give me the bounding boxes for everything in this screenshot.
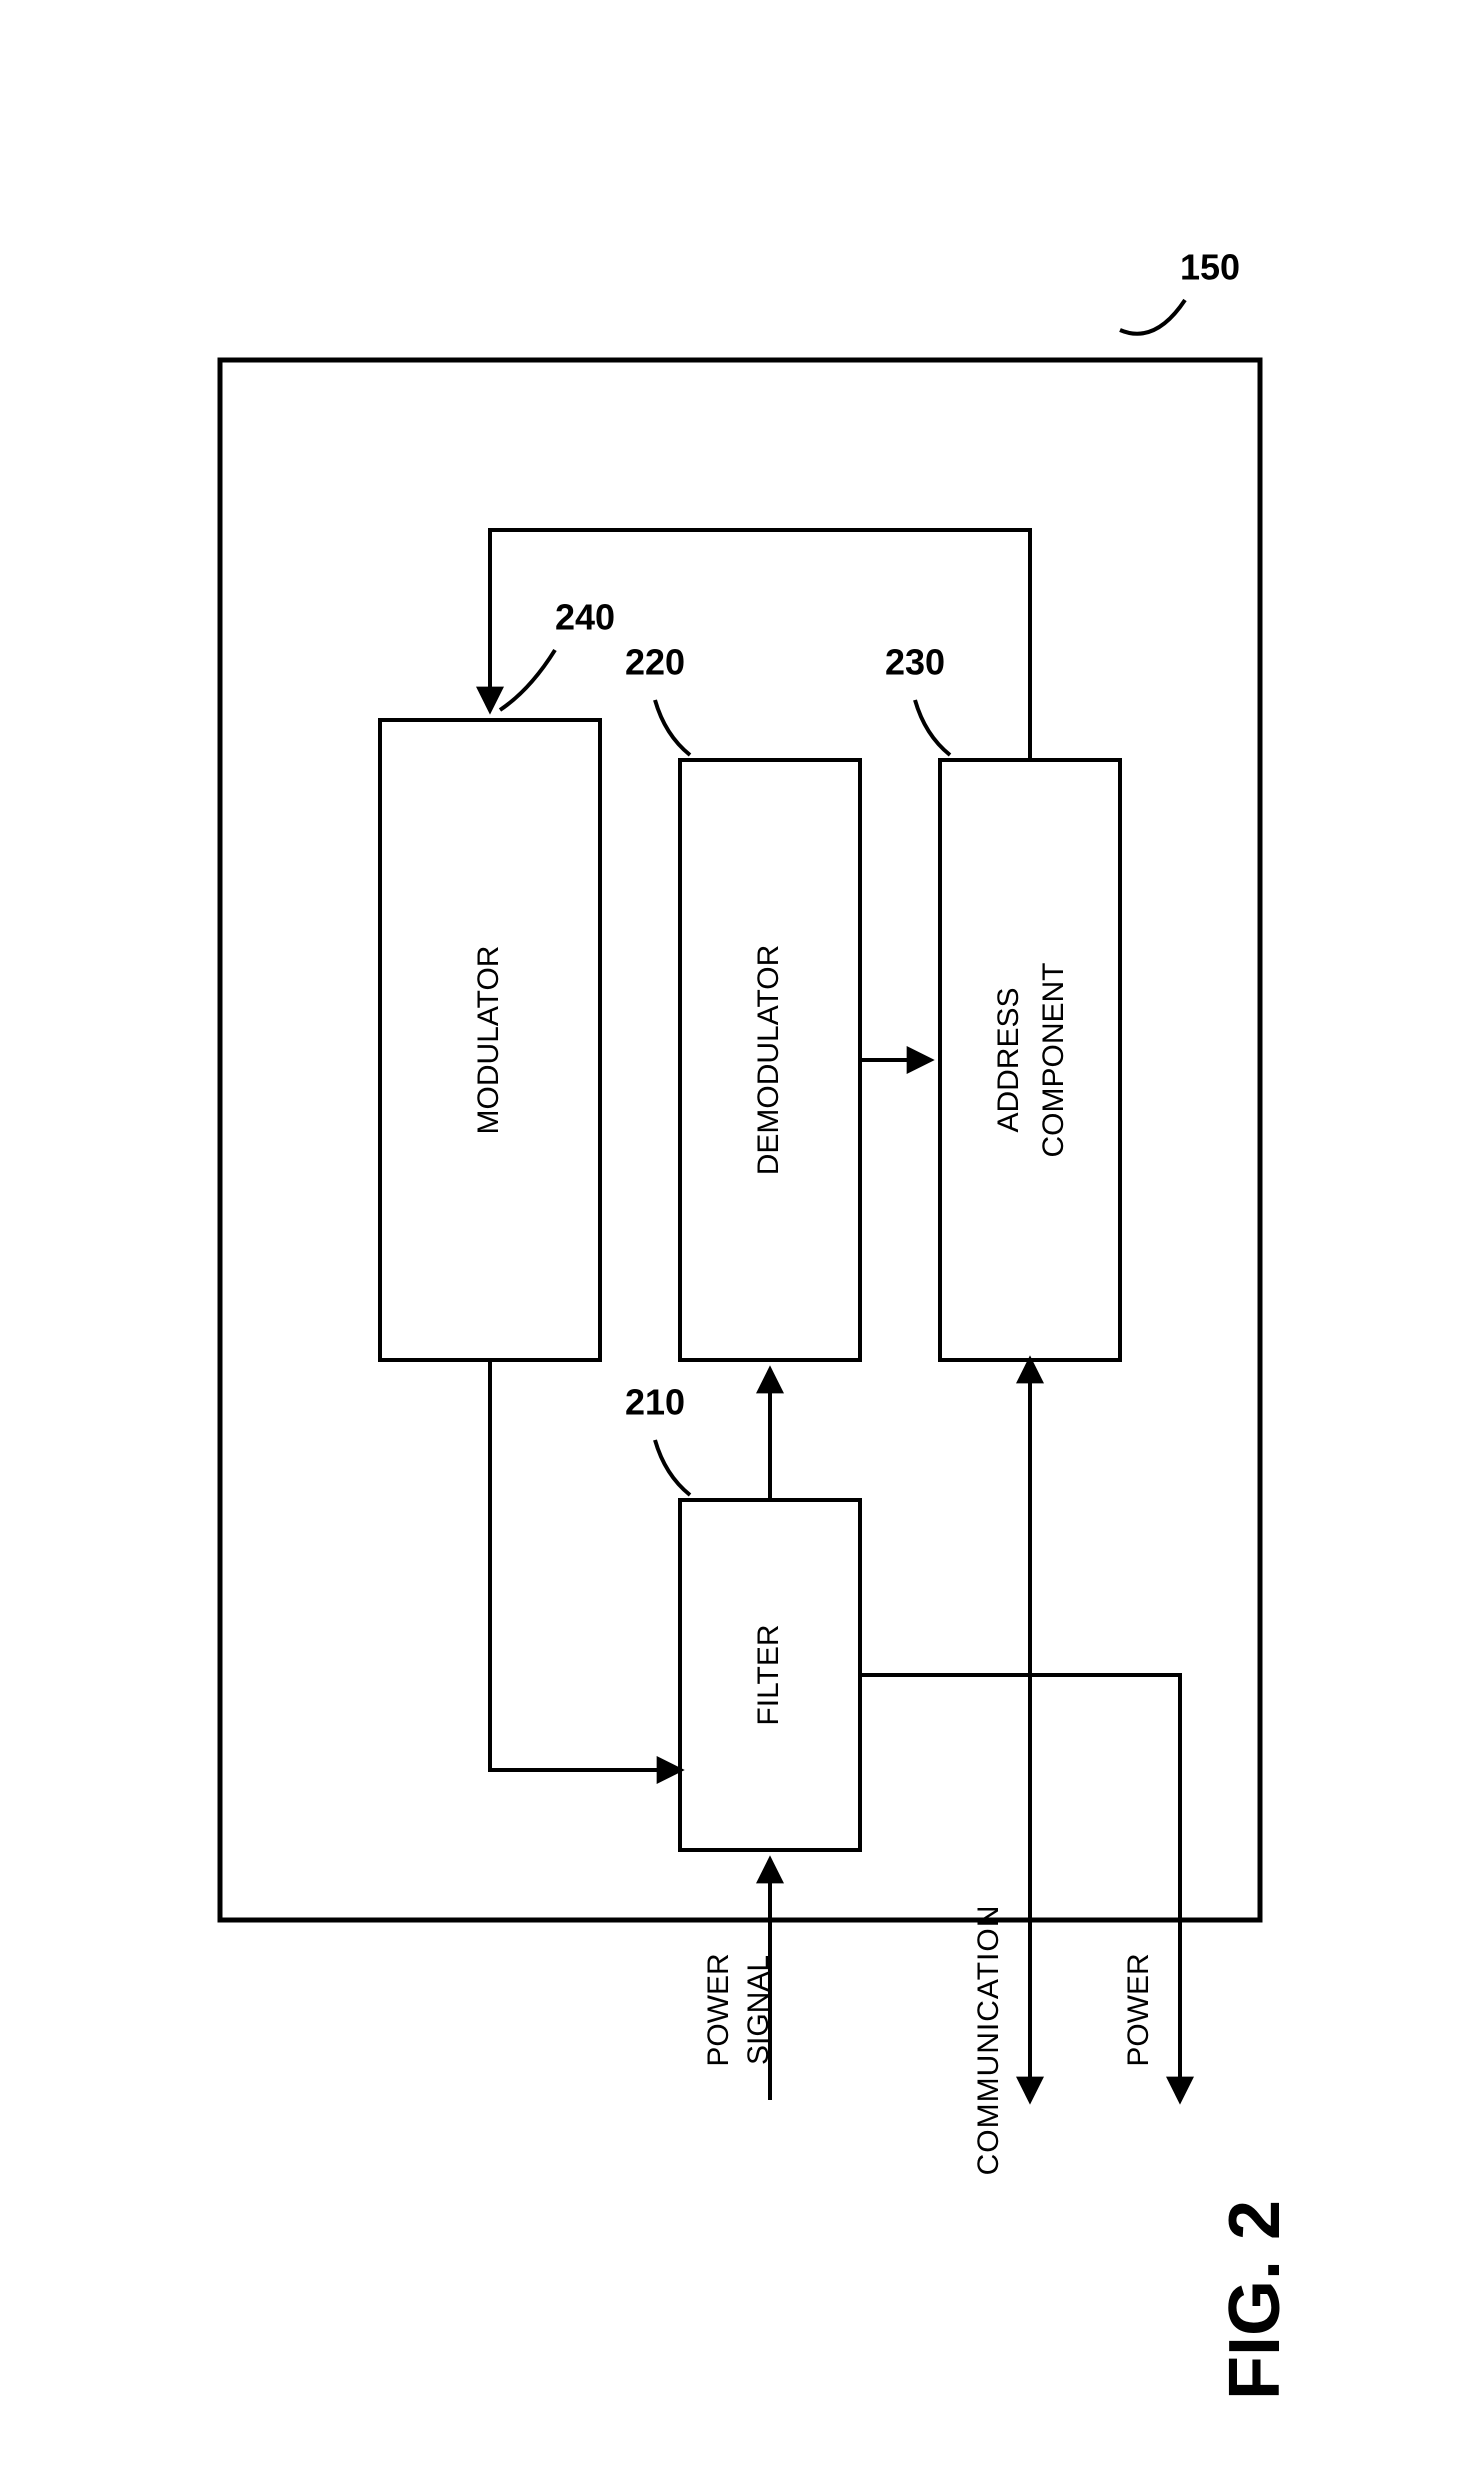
- ref-address: 230: [885, 642, 945, 683]
- label-power: POWER: [1122, 1953, 1155, 2066]
- label-modulator: MODULATOR: [472, 946, 505, 1135]
- ref-container: 150: [1180, 247, 1240, 288]
- ref-demodulator: 220: [625, 642, 685, 683]
- label-powersignal-2: SIGNAL: [742, 1955, 775, 2065]
- label-demodulator: DEMODULATOR: [752, 945, 785, 1176]
- figure-title: FIG. 2: [1215, 2200, 1295, 2400]
- block-address: [940, 760, 1120, 1360]
- ref-filter: 210: [625, 1382, 685, 1423]
- label-address-line1: ADDRESS: [992, 987, 1025, 1132]
- label-address-line2: COMPONENT: [1037, 963, 1070, 1158]
- label-communication: COMMUNICATION: [972, 1905, 1005, 2176]
- label-powersignal-1: POWER: [702, 1953, 735, 2066]
- ref-leader-container: [1120, 300, 1185, 334]
- label-filter: FILTER: [752, 1624, 785, 1725]
- ref-modulator: 240: [555, 597, 615, 638]
